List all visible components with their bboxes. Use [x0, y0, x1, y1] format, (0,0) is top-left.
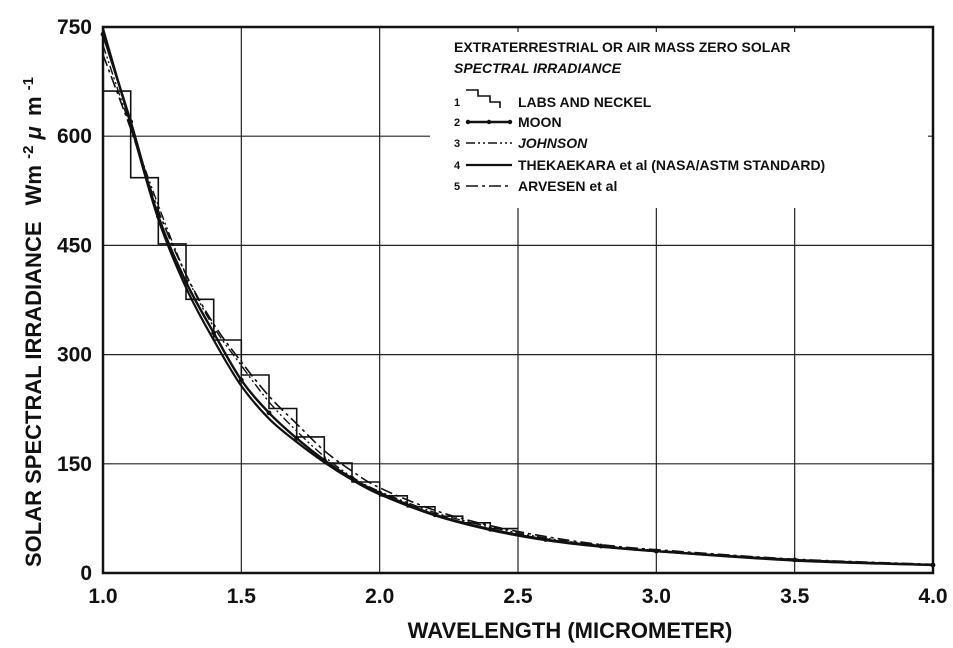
- series-2-point: [238, 377, 244, 383]
- series-line-5: [102, 54, 934, 566]
- y-tick-label: 150: [57, 453, 92, 476]
- y-axis-title-unit-mu: μ: [21, 126, 46, 140]
- legend-swatch-1: [466, 89, 501, 108]
- x-tick-labels: 1.0 1.5 2.0 2.5 3.0 3.5 4.0: [88, 585, 947, 608]
- legend-title-line-1: EXTRATERRESTRIAL OR AIR MASS ZERO SOLAR: [454, 39, 791, 55]
- series-line-4: [101, 28, 934, 567]
- series-2-point: [294, 435, 300, 441]
- legend-label-1: LABS AND NECKEL: [518, 94, 652, 110]
- legend-swatch-2-dot: [507, 119, 513, 125]
- legend-number-4: 4: [454, 160, 461, 172]
- legend-label-4: THEKAEKARA et al (NASA/ASTM STANDARD): [518, 157, 825, 173]
- legend-number-1: 1: [454, 97, 460, 109]
- y-tick-label: 600: [57, 125, 92, 148]
- x-tick-label: 2.5: [503, 585, 533, 608]
- plot-frame: [101, 25, 935, 575]
- x-tick-label: 4.0: [918, 585, 947, 608]
- legend-title-line-2: SPECTRAL IRRADIANCE: [454, 60, 622, 76]
- y-tick-label: 450: [57, 234, 92, 257]
- legend-background: [430, 32, 928, 208]
- series-layer: [100, 28, 936, 568]
- x-tick-label: 3.5: [780, 585, 810, 608]
- legend-number-3: 3: [454, 138, 460, 150]
- y-tick-label: 0: [80, 562, 92, 585]
- series-2-point: [266, 410, 272, 416]
- x-tick-label: 3.0: [642, 585, 671, 608]
- y-axis-title-unit-base: Wm: [21, 165, 46, 205]
- series-2-point: [211, 330, 217, 336]
- y-tick-labels: 0 150 300 450 600 750: [57, 16, 92, 585]
- y-axis-title: SOLAR SPECTRAL IRRADIANCE Wm -2 μ m -1: [20, 77, 47, 567]
- y-axis-title-unit-exp1: -2: [20, 146, 37, 159]
- y-axis-title-main: SOLAR SPECTRAL IRRADIANCE: [21, 221, 46, 567]
- y-tick-label: 300: [57, 344, 92, 367]
- x-tick-label: 2.0: [365, 585, 394, 608]
- legend-entries: 1 LABS AND NECKEL 2 MOON 3 JOHNSON 4 THEKAEKARA…: [454, 89, 825, 194]
- x-axis-title: WAVELENGTH (MICROMETER): [408, 618, 733, 643]
- x-tick-label: 1.5: [227, 585, 257, 608]
- legend-label-5: ARVESEN et al: [518, 178, 617, 194]
- legend-label-2: MOON: [518, 114, 562, 130]
- legend-number-2: 2: [454, 117, 460, 129]
- legend-number-5: 5: [454, 181, 460, 193]
- y-axis-title-unit-exp2: -1: [20, 77, 37, 90]
- legend: EXTRATERRESTRIAL OR AIR MASS ZERO SOLAR …: [430, 32, 928, 208]
- legend-label-3: JOHNSON: [518, 135, 588, 151]
- y-axis-title-unit-m: m: [21, 96, 46, 116]
- legend-swatch-2-dot: [465, 119, 471, 125]
- x-tick-label: 1.0: [88, 585, 117, 608]
- y-tick-label: 750: [57, 16, 92, 39]
- legend-swatch-2-dot: [486, 119, 492, 125]
